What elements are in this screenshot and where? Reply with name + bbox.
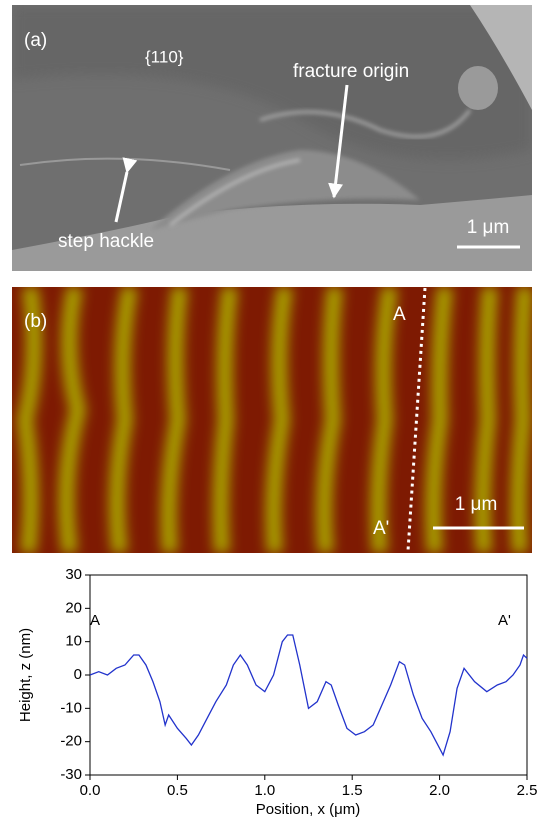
scale-label: 1 μm [455,494,498,515]
x-tick-label: 1.5 [342,782,363,799]
x-tick-label: 0.5 [167,782,188,799]
plane-label: {110} [145,47,184,66]
x-tick-label: 2.0 [429,782,450,799]
annotation: A [90,612,100,629]
y-tick-label: 10 [65,633,82,650]
scale-label: 1 μm [467,217,510,238]
y-tick-label: -10 [60,699,82,716]
x-axis-title: Position, x (μm) [256,801,361,818]
x-tick-label: 1.0 [254,782,275,799]
x-tick-label: 2.5 [517,782,538,799]
panel-label: (a) [24,30,47,51]
annotation: step hackle [58,231,154,252]
point-label: A [393,304,406,325]
y-tick-label: -20 [60,733,82,750]
annotation: fracture origin [293,61,409,82]
x-tick-label: 0.0 [80,782,101,799]
y-tick-label: 30 [65,566,82,583]
y-tick-label: -30 [60,766,82,783]
annotation: A' [498,612,511,629]
panel-label: (b) [24,311,47,332]
data-line [90,635,527,755]
y-tick-label: 0 [74,666,82,683]
figure: (a) {110} fracture origin step hackle 1 … [0,0,542,825]
y-axis-title: Height, z (nm) [17,628,34,722]
y-tick-label: 20 [65,599,82,616]
point-label: A' [373,518,389,539]
